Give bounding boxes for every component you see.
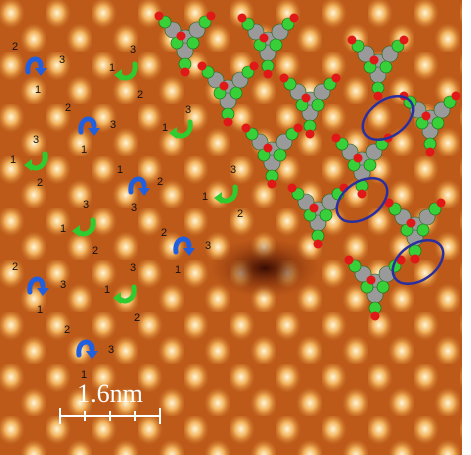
- oxygen: [426, 148, 435, 157]
- atom: [230, 87, 242, 99]
- atom: [364, 159, 376, 171]
- position-label: 2: [37, 177, 43, 189]
- position-label: 1: [175, 264, 181, 276]
- atom: [380, 61, 392, 73]
- atom: [312, 99, 324, 111]
- oxygen: [371, 312, 380, 321]
- oxygen: [314, 240, 323, 249]
- oxygen: [177, 32, 186, 41]
- oxygen: [294, 124, 303, 133]
- position-label: 2: [64, 324, 70, 336]
- stm-image: 23131223131312123312312231231312231 1.6n…: [0, 0, 471, 455]
- oxygen: [422, 112, 431, 121]
- position-label: 1: [10, 154, 16, 166]
- position-label: 2: [157, 176, 163, 188]
- position-label: 2: [161, 227, 167, 239]
- atom: [432, 117, 444, 129]
- position-label: 2: [137, 89, 143, 101]
- atom: [187, 37, 199, 49]
- position-label: 2: [12, 41, 18, 53]
- atom: [270, 39, 282, 51]
- position-label: 1: [162, 122, 168, 134]
- lattice: [0, 0, 462, 455]
- oxygen: [238, 14, 247, 23]
- atom: [274, 149, 286, 161]
- position-label: 3: [83, 199, 89, 211]
- position-label: 3: [130, 262, 136, 274]
- oxygen: [207, 12, 216, 21]
- oxygen: [358, 190, 367, 199]
- position-label: 3: [60, 279, 66, 291]
- position-label: 2: [12, 261, 18, 273]
- position-label: 1: [202, 191, 208, 203]
- position-label: 3: [33, 134, 39, 146]
- oxygen: [400, 36, 409, 45]
- position-label: 1: [109, 62, 115, 74]
- oxygen: [374, 92, 383, 101]
- oxygen: [437, 199, 446, 208]
- oxygen: [332, 134, 341, 143]
- oxygen: [310, 204, 319, 213]
- oxygen: [348, 36, 357, 45]
- oxygen: [242, 124, 251, 133]
- defect: [210, 238, 320, 298]
- oxygen: [302, 94, 311, 103]
- atom: [377, 281, 389, 293]
- oxygen: [332, 74, 341, 83]
- position-label: 1: [37, 304, 43, 316]
- position-label: 1: [35, 84, 41, 96]
- position-label: 3: [59, 54, 65, 66]
- oxygen: [280, 74, 289, 83]
- position-label: 1: [81, 144, 87, 156]
- position-label: 2: [65, 102, 71, 114]
- oxygen: [370, 56, 379, 65]
- position-label: 3: [130, 44, 136, 56]
- oxygen: [268, 180, 277, 189]
- oxygen: [220, 82, 229, 91]
- oxygen: [411, 255, 420, 264]
- oxygen: [260, 34, 269, 43]
- position-label: 3: [131, 202, 137, 214]
- position-label: 3: [108, 344, 114, 356]
- oxygen: [224, 118, 233, 127]
- oxygen: [181, 68, 190, 77]
- atom: [417, 224, 429, 236]
- position-label: 1: [60, 223, 66, 235]
- oxygen: [290, 14, 299, 23]
- position-label: 3: [230, 164, 236, 176]
- scale-label: 1.6nm: [77, 379, 143, 408]
- oxygen: [345, 256, 354, 265]
- oxygen: [250, 62, 259, 71]
- oxygen: [198, 62, 207, 71]
- oxygen: [306, 130, 315, 139]
- oxygen: [407, 219, 416, 228]
- position-label: 1: [104, 284, 110, 296]
- position-label: 3: [110, 119, 116, 131]
- oxygen: [367, 276, 376, 285]
- oxygen: [264, 144, 273, 153]
- position-label: 2: [237, 208, 243, 220]
- oxygen: [264, 70, 273, 79]
- position-label: 3: [205, 240, 211, 252]
- oxygen: [452, 92, 461, 101]
- position-label: 2: [134, 312, 140, 324]
- atom: [320, 209, 332, 221]
- position-label: 3: [185, 104, 191, 116]
- oxygen: [288, 184, 297, 193]
- oxygen: [354, 154, 363, 163]
- oxygen: [155, 12, 164, 21]
- position-label: 2: [92, 245, 98, 257]
- position-label: 1: [117, 164, 123, 176]
